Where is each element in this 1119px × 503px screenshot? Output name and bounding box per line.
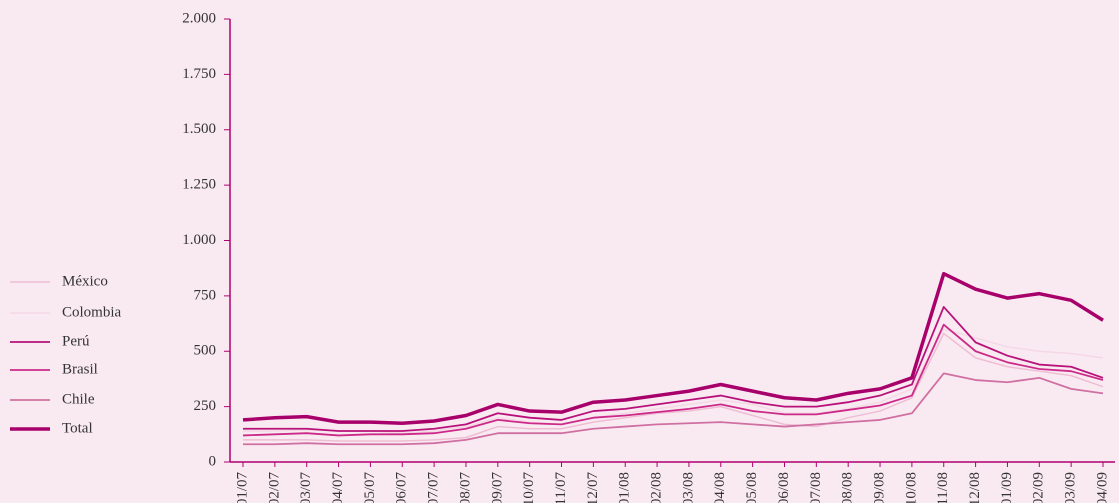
x-tick-label: 07/07 bbox=[426, 472, 442, 503]
legend-label: Perú bbox=[62, 333, 90, 349]
x-tick-label: 11/07 bbox=[553, 472, 569, 503]
x-tick-label: 11/08 bbox=[935, 472, 951, 503]
series-line bbox=[242, 271, 1104, 425]
y-tick-label: 500 bbox=[194, 343, 217, 359]
y-tick-label: 1.000 bbox=[182, 232, 216, 248]
legend-label: Chile bbox=[62, 391, 95, 407]
x-tick-label: 12/08 bbox=[967, 472, 983, 503]
x-tick-label: 06/07 bbox=[394, 472, 410, 503]
x-tick-label: 01/07 bbox=[234, 472, 250, 503]
x-tick-label: 05/08 bbox=[744, 472, 760, 503]
y-tick-label: 750 bbox=[194, 287, 217, 303]
y-tick-label: 1.250 bbox=[182, 177, 216, 193]
x-tick-label: 08/07 bbox=[457, 472, 473, 503]
x-tick-label: 10/08 bbox=[903, 472, 919, 503]
x-tick-label: 02/09 bbox=[1031, 472, 1047, 503]
x-tick-label: 03/09 bbox=[1063, 472, 1079, 503]
x-tick-label: 03/07 bbox=[298, 472, 314, 503]
x-tick-label: 01/09 bbox=[999, 472, 1015, 503]
x-tick-label: 05/07 bbox=[362, 472, 378, 503]
series-line bbox=[243, 372, 1104, 446]
legend-label: Colombia bbox=[62, 304, 122, 320]
x-tick-label: 12/07 bbox=[585, 472, 601, 503]
x-tick-label: 07/08 bbox=[808, 472, 824, 503]
series-line bbox=[243, 306, 1104, 432]
y-tick-label: 0 bbox=[209, 453, 217, 469]
y-tick-label: 1.500 bbox=[182, 121, 216, 137]
x-tick-label: 03/08 bbox=[680, 472, 696, 503]
x-tick-label: 08/08 bbox=[840, 472, 856, 503]
y-tick-label: 1.750 bbox=[182, 66, 216, 82]
legend-label: Total bbox=[62, 420, 93, 436]
x-tick-label: 02/08 bbox=[649, 472, 665, 503]
x-tick-label: 09/07 bbox=[489, 472, 505, 503]
x-tick-label: 04/07 bbox=[330, 472, 346, 503]
series-line bbox=[243, 332, 1104, 442]
x-tick-label: 01/08 bbox=[617, 472, 633, 503]
x-tick-label: 04/09 bbox=[1094, 472, 1110, 503]
x-tick-label: 06/08 bbox=[776, 472, 792, 503]
y-tick-label: 250 bbox=[194, 398, 217, 414]
series-line bbox=[242, 323, 1104, 437]
legend-label: México bbox=[62, 273, 108, 289]
x-tick-label: 02/07 bbox=[266, 472, 282, 503]
x-tick-label: 10/07 bbox=[521, 472, 537, 503]
series-line bbox=[243, 328, 1104, 434]
y-tick-label: 2.000 bbox=[182, 10, 216, 26]
x-tick-label: 09/08 bbox=[871, 472, 887, 503]
x-tick-label: 04/08 bbox=[712, 472, 728, 503]
legend-label: Brasil bbox=[62, 361, 98, 377]
